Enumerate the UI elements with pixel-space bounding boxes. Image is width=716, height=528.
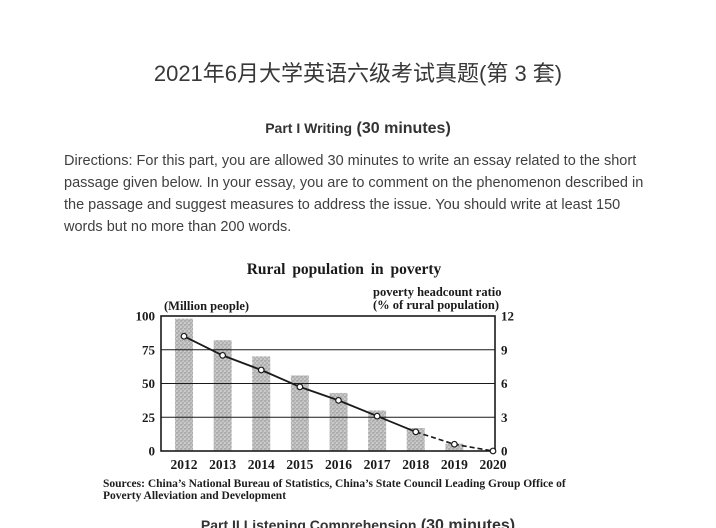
- left-axis-tick-0: 0: [149, 444, 156, 459]
- chart-sources: Sources: China’s National Bureau of Stat…: [103, 478, 603, 502]
- left-axis-tick-25: 25: [142, 410, 156, 425]
- chart-title: Rural population in poverty: [247, 261, 442, 278]
- x-label-2018: 2018: [402, 457, 429, 472]
- x-label-2019: 2019: [441, 457, 468, 472]
- directions-line: the passage and suggest measures to addr…: [64, 197, 621, 213]
- line-marker-2019: [450, 440, 458, 448]
- right-axis-tick-0: 0: [501, 444, 508, 459]
- left-axis-label: (Million people): [164, 299, 249, 313]
- line-marker-2012: [180, 332, 188, 340]
- line-marker-2020: [489, 447, 497, 455]
- bar-2015: [290, 375, 309, 451]
- chart-source-line: Poverty Alleviation and Development: [103, 489, 287, 502]
- line-marker-2013: [219, 351, 227, 359]
- poverty-chart-svg: 0 25 50 75 100 0 3 6 9 12 2012 2013 2014 2015 2016 2017…: [136, 261, 515, 472]
- x-label-2014: 2014: [248, 457, 275, 472]
- x-label-2015: 2015: [286, 457, 313, 472]
- bar-2012: [175, 318, 193, 451]
- x-label-2012: 2012: [171, 457, 198, 472]
- part1-duration: (30 minutes): [356, 120, 451, 137]
- poverty-chart-figure: 0 25 50 75 100 0 3 6 9 12 2012 2013 2014 2015 2016 2017…: [100, 256, 540, 478]
- bar-2014: [252, 356, 271, 451]
- line-marker-2015: [296, 383, 304, 391]
- part2-duration: (30 minutes): [420, 517, 516, 528]
- right-axis-tick-6: 6: [501, 376, 508, 391]
- right-axis-tick-9: 9: [501, 342, 508, 357]
- line-marker-2014: [257, 366, 265, 374]
- directions-line: Directions: For this part, you are allow…: [64, 153, 637, 169]
- chart-source-line: Sources: China’s National Bureau of Stat…: [103, 478, 566, 490]
- bar-2017: [368, 410, 387, 451]
- part1-label: Part I Writing: [265, 120, 353, 136]
- right-axis-label-line2: (% of rural population): [373, 298, 499, 312]
- x-label-2017: 2017: [364, 457, 391, 472]
- directions-line: passage given below. In your essay, you …: [64, 175, 644, 191]
- bar-2013: [213, 340, 232, 451]
- bar-2016: [329, 392, 348, 451]
- left-axis-tick-75: 75: [142, 342, 156, 357]
- left-axis-tick-100: 100: [136, 309, 156, 324]
- plot-border: [160, 315, 496, 452]
- part2-label: Part II Listening Comprehension: [200, 517, 417, 528]
- x-label-2013: 2013: [209, 457, 236, 472]
- x-label-2016: 2016: [325, 457, 352, 472]
- line-marker-2017: [373, 412, 381, 420]
- directions-paragraph: Directions: For this part, you are allow…: [64, 150, 664, 238]
- x-label-2020: 2020: [480, 457, 507, 472]
- right-axis-label-line1: poverty headcount ratio: [373, 285, 501, 299]
- line-marker-2016: [335, 396, 342, 404]
- part2-heading: Part II Listening Comprehension (30 minu…: [0, 517, 716, 528]
- line-marker-2018: [412, 428, 420, 436]
- part1-heading: Part I Writing (30 minutes): [0, 120, 716, 138]
- page-title: 2021年6月大学英语六级考试真题(第 3 套): [153, 61, 563, 86]
- directions-line: words but no more than 200 words.: [64, 219, 292, 235]
- right-axis-tick-12: 12: [501, 309, 514, 324]
- right-axis-tick-3: 3: [501, 410, 508, 425]
- left-axis-tick-50: 50: [142, 376, 155, 391]
